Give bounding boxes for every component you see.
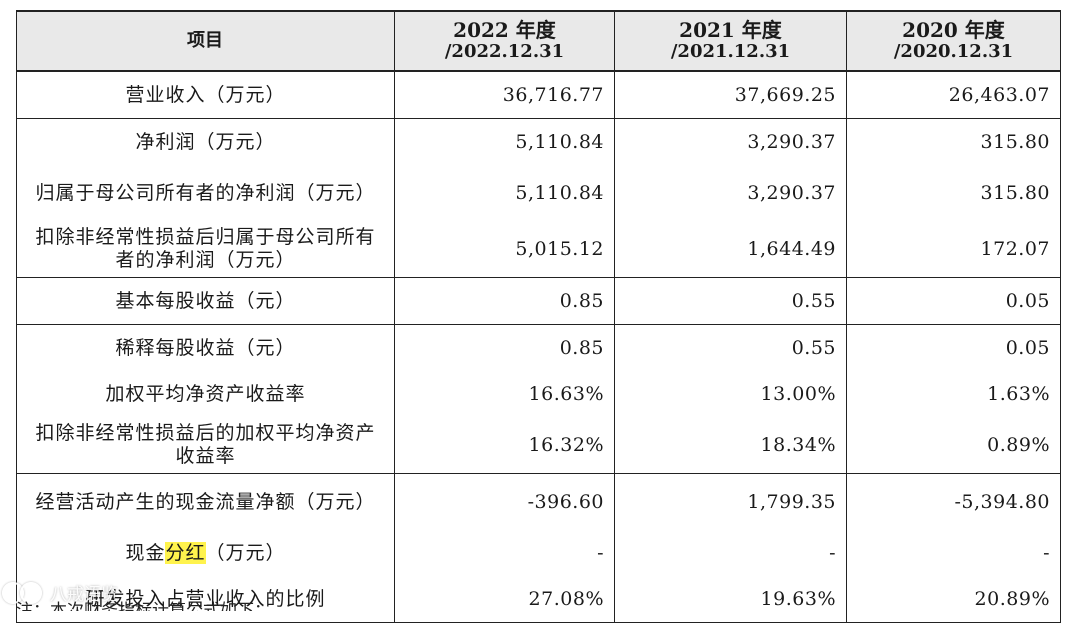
cell-2021: 3,290.37 bbox=[614, 118, 847, 165]
header-col-2020: 2020 年度 /2020.12.31 bbox=[846, 10, 1061, 72]
highlighted-text: 分红 bbox=[165, 541, 206, 564]
row-label: 归属于母公司所有者的净利润（万元） bbox=[16, 165, 395, 221]
row-label: 加权平均净资产收益率 bbox=[16, 371, 395, 417]
cell-2020: 20.89% bbox=[846, 576, 1061, 623]
cell-2022: - bbox=[394, 530, 615, 576]
header-row: 项目 2022 年度 /2022.12.31 2021 年度 /2021.12.… bbox=[16, 10, 1061, 72]
cell-2021: 37,669.25 bbox=[614, 71, 847, 119]
row-label: 经营活动产生的现金流量净额（万元） bbox=[16, 473, 395, 530]
cell-2021: 3,290.37 bbox=[614, 165, 847, 221]
cell-2020: -5,394.80 bbox=[846, 473, 1061, 530]
table-row: 稀释每股收益（元） 0.85 0.55 0.05 bbox=[16, 324, 1061, 371]
table-body: 营业收入（万元） 36,716.77 37,669.25 26,463.07 净… bbox=[16, 71, 1061, 623]
cell-2021: 13.00% bbox=[614, 371, 847, 417]
table-row: 扣除非经常性损益后的加权平均净资产收益率 16.32% 18.34% 0.89% bbox=[16, 417, 1061, 474]
cell-2022: 36,716.77 bbox=[394, 71, 615, 119]
header-year: 2021 年度 bbox=[679, 18, 782, 42]
cell-2022: 0.85 bbox=[394, 277, 615, 325]
financial-indicators-table: 项目 2022 年度 /2022.12.31 2021 年度 /2021.12.… bbox=[16, 10, 1061, 623]
cell-2021: 1,644.49 bbox=[614, 221, 847, 278]
label-text: 现金 bbox=[125, 541, 166, 564]
table-row: 经营活动产生的现金流量净额（万元） -396.60 1,799.35 -5,39… bbox=[16, 473, 1061, 530]
table-row: 归属于母公司所有者的净利润（万元） 5,110.84 3,290.37 315.… bbox=[16, 165, 1061, 221]
cell-2020: 0.05 bbox=[846, 277, 1061, 325]
header-col-2021: 2021 年度 /2021.12.31 bbox=[614, 10, 847, 72]
cell-2022: 5,110.84 bbox=[394, 118, 615, 165]
label-text: （万元） bbox=[205, 541, 286, 564]
row-label: 扣除非经常性损益后的加权平均净资产收益率 bbox=[16, 417, 395, 474]
cell-2020: 315.80 bbox=[846, 165, 1061, 221]
cell-2020: 1.63% bbox=[846, 371, 1061, 417]
table-row: 研发投入占营业收入的比例 27.08% 19.63% 20.89% bbox=[16, 576, 1061, 623]
table-row: 现金分红（万元） - - - bbox=[16, 530, 1061, 576]
table-row: 基本每股收益（元） 0.85 0.55 0.05 bbox=[16, 277, 1061, 325]
cell-2021: - bbox=[614, 530, 847, 576]
cell-2020: 0.05 bbox=[846, 324, 1061, 371]
table-row: 净利润（万元） 5,110.84 3,290.37 315.80 bbox=[16, 118, 1061, 165]
row-label: 净利润（万元） bbox=[16, 118, 395, 165]
header-col-2022: 2022 年度 /2022.12.31 bbox=[394, 10, 615, 72]
cell-2020: 0.89% bbox=[846, 417, 1061, 474]
cell-2021: 19.63% bbox=[614, 576, 847, 623]
row-label: 稀释每股收益（元） bbox=[16, 324, 395, 371]
table-row: 扣除非经常性损益后归属于母公司所有者的净利润（万元） 5,015.12 1,64… bbox=[16, 221, 1061, 278]
cell-2021: 18.34% bbox=[614, 417, 847, 474]
header-year: 2020 年度 bbox=[902, 18, 1005, 42]
row-label: 基本每股收益（元） bbox=[16, 277, 395, 325]
cell-2022: 5,110.84 bbox=[394, 165, 615, 221]
row-label-cash-dividend: 现金分红（万元） bbox=[16, 530, 395, 576]
header-date: /2020.12.31 bbox=[893, 41, 1014, 62]
header-date: /2022.12.31 bbox=[444, 41, 565, 62]
cell-2021: 0.55 bbox=[614, 277, 847, 325]
header-item: 项目 bbox=[16, 10, 395, 72]
row-label: 扣除非经常性损益后归属于母公司所有者的净利润（万元） bbox=[16, 221, 395, 278]
cell-2022: 16.63% bbox=[394, 371, 615, 417]
header-year: 2022 年度 bbox=[453, 18, 556, 42]
cell-2022: 5,015.12 bbox=[394, 221, 615, 278]
cell-2021: 0.55 bbox=[614, 324, 847, 371]
row-label: 营业收入（万元） bbox=[16, 71, 395, 119]
cell-2022: 16.32% bbox=[394, 417, 615, 474]
cell-2020: 315.80 bbox=[846, 118, 1061, 165]
cell-2020: 172.07 bbox=[846, 221, 1061, 278]
cell-2021: 1,799.35 bbox=[614, 473, 847, 530]
footnote: 注：本次财务指标计算公式如下： bbox=[16, 601, 271, 611]
cell-2022: 0.85 bbox=[394, 324, 615, 371]
cell-2020: 26,463.07 bbox=[846, 71, 1061, 119]
header-date: /2021.12.31 bbox=[670, 41, 791, 62]
cell-2022: -396.60 bbox=[394, 473, 615, 530]
table-row: 加权平均净资产收益率 16.63% 13.00% 1.63% bbox=[16, 371, 1061, 417]
table-row: 营业收入（万元） 36,716.77 37,669.25 26,463.07 bbox=[16, 71, 1061, 119]
table-header: 项目 2022 年度 /2022.12.31 2021 年度 /2021.12.… bbox=[16, 10, 1061, 72]
cell-2020: - bbox=[846, 530, 1061, 576]
